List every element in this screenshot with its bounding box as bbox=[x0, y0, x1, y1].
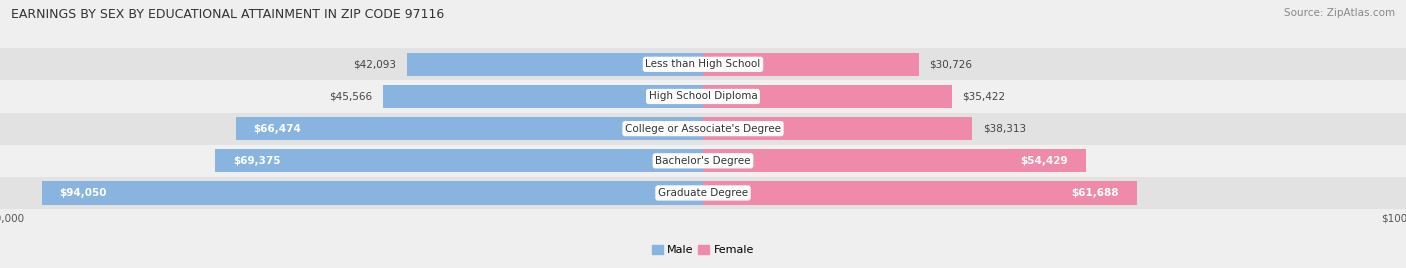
Bar bbox=[703, 85, 952, 108]
Text: $94,050: $94,050 bbox=[59, 188, 107, 198]
Bar bbox=[0, 48, 1406, 80]
Text: $35,422: $35,422 bbox=[963, 91, 1005, 102]
Bar bbox=[236, 117, 703, 140]
Bar bbox=[703, 149, 1085, 172]
Bar bbox=[0, 177, 1406, 209]
Text: High School Diploma: High School Diploma bbox=[648, 91, 758, 102]
Text: $54,429: $54,429 bbox=[1021, 156, 1069, 166]
Bar bbox=[703, 117, 973, 140]
Bar bbox=[382, 85, 703, 108]
Text: Bachelor's Degree: Bachelor's Degree bbox=[655, 156, 751, 166]
Text: Source: ZipAtlas.com: Source: ZipAtlas.com bbox=[1284, 8, 1395, 18]
Text: $38,313: $38,313 bbox=[983, 124, 1026, 134]
Text: $66,474: $66,474 bbox=[253, 124, 301, 134]
Legend: Male, Female: Male, Female bbox=[647, 240, 759, 260]
Bar bbox=[0, 113, 1406, 145]
Text: EARNINGS BY SEX BY EDUCATIONAL ATTAINMENT IN ZIP CODE 97116: EARNINGS BY SEX BY EDUCATIONAL ATTAINMEN… bbox=[11, 8, 444, 21]
Text: $30,726: $30,726 bbox=[929, 59, 973, 69]
Bar bbox=[0, 80, 1406, 113]
Text: $45,566: $45,566 bbox=[329, 91, 373, 102]
Text: $69,375: $69,375 bbox=[233, 156, 280, 166]
Text: Graduate Degree: Graduate Degree bbox=[658, 188, 748, 198]
Text: College or Associate's Degree: College or Associate's Degree bbox=[626, 124, 780, 134]
Bar bbox=[215, 149, 703, 172]
Bar bbox=[42, 181, 703, 204]
Bar bbox=[703, 181, 1136, 204]
Text: $61,688: $61,688 bbox=[1071, 188, 1119, 198]
Text: $42,093: $42,093 bbox=[353, 59, 396, 69]
Bar bbox=[703, 53, 920, 76]
Bar bbox=[408, 53, 703, 76]
Text: Less than High School: Less than High School bbox=[645, 59, 761, 69]
Bar bbox=[0, 145, 1406, 177]
